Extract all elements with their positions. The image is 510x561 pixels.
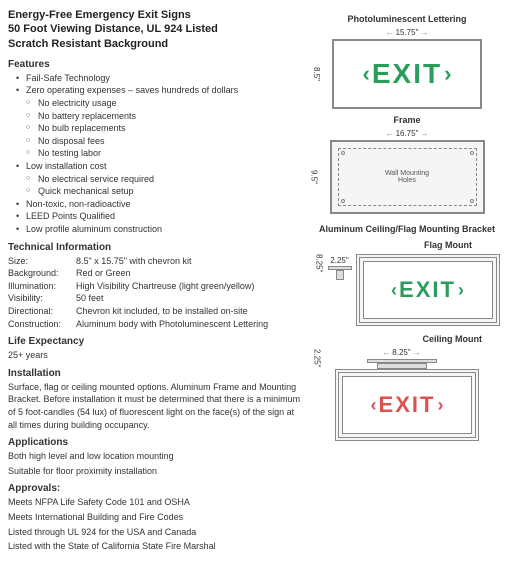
flag-bracket-icon: 2.25" xyxy=(328,256,352,280)
feature-item: Fail-Safe Technology xyxy=(16,72,304,85)
chevron-left-icon: ‹ xyxy=(363,61,370,87)
tech-label: Size: xyxy=(8,255,76,268)
apps-heading: Applications xyxy=(8,437,304,448)
diagram3-title: Aluminum Ceiling/Flag Mounting Bracket xyxy=(312,224,502,234)
diagram5-height: 2.25" xyxy=(313,349,322,367)
tech-value: High Visibility Chartreuse (light green/… xyxy=(76,280,254,293)
tech-label: Background: xyxy=(8,267,76,280)
diagram5-width: 8.25" xyxy=(380,348,422,357)
diagram4-title: Flag Mount xyxy=(312,240,472,250)
diagram1-width: 15.75" xyxy=(312,28,502,37)
feature-item: Non-toxic, non-radioactive xyxy=(16,198,304,211)
diagram1-height: 8.5" xyxy=(312,67,321,81)
features-list: Low installation cost xyxy=(8,160,304,173)
sub-item: No disposal fees xyxy=(26,135,304,148)
feature-item: LEED Points Qualified xyxy=(16,210,304,223)
life-text: 25+ years xyxy=(8,349,304,362)
tech-value: Chevron kit included, to be installed on… xyxy=(76,305,248,318)
diagram5-title: Ceiling Mount xyxy=(312,334,482,344)
apps-text: Both high level and low location mountin… xyxy=(8,450,304,463)
diagram1-title: Photoluminescent Lettering xyxy=(312,14,502,24)
features-list: Fail-Safe Technology Zero operating expe… xyxy=(8,72,304,97)
sub-item: No battery replacements xyxy=(26,110,304,123)
main-title: Energy-Free Emergency Exit Signs 50 Foot… xyxy=(8,8,304,51)
mounting-hole-icon xyxy=(341,151,345,155)
title-line1: Energy-Free Emergency Exit Signs xyxy=(8,8,304,22)
diagram4-width: 2.25" xyxy=(330,256,348,265)
chevron-left-icon: ‹ xyxy=(371,395,377,416)
tech-label: Visibility: xyxy=(8,292,76,305)
sub-item: No electrical service required xyxy=(26,173,304,186)
sub-item: No electricity usage xyxy=(26,97,304,110)
frame-inner: Wall Mounting Holes xyxy=(338,148,477,206)
exit-text: EXIT xyxy=(399,277,456,303)
diagram4: 8.25" 2.25" ‹ EXIT › xyxy=(312,254,502,326)
life-heading: Life Expectancy xyxy=(8,336,304,347)
sub-item: No bulb replacements xyxy=(26,122,304,135)
diagram1: 8.5" ‹ EXIT › xyxy=(332,39,482,109)
tech-value: Red or Green xyxy=(76,267,131,280)
approval-item: Meets NFPA Life Safety Code 101 and OSHA xyxy=(8,496,304,509)
flag-exit-illustration: ‹ EXIT › xyxy=(356,254,500,326)
approval-item: Listed through UL 924 for the USA and Ca… xyxy=(8,526,304,539)
tech-value: Aluminum body with Photoluminescent Lett… xyxy=(76,318,268,331)
chevron-left-icon: ‹ xyxy=(391,280,397,301)
tech-value: 8.5" x 15.75" with chevron kit xyxy=(76,255,191,268)
features-sub1: No electricity usage No battery replacem… xyxy=(8,97,304,160)
title-line3: Scratch Resistant Background xyxy=(8,37,304,51)
sub-item: No testing labor xyxy=(26,147,304,160)
tech-heading: Technical Information xyxy=(8,242,304,253)
features-sub2: No electrical service required Quick mec… xyxy=(8,173,304,198)
chevron-right-icon: › xyxy=(437,395,443,416)
diagram2-title: Frame xyxy=(312,115,502,125)
tech-label: Directional: xyxy=(8,305,76,318)
features-list: Non-toxic, non-radioactive LEED Points Q… xyxy=(8,198,304,236)
frame-illustration: Wall Mounting Holes xyxy=(330,140,485,214)
approval-item: Meets International Building and Fire Co… xyxy=(8,511,304,524)
right-column: Photoluminescent Lettering 15.75" 8.5" ‹… xyxy=(312,8,502,553)
diagram2-height: 9.5" xyxy=(310,170,319,184)
diagram5: 2.25" 8.25" ‹ EXIT › xyxy=(312,348,502,441)
tech-label: Illumination: xyxy=(8,280,76,293)
approval-item: Listed with the State of California Stat… xyxy=(8,540,304,553)
mounting-hole-icon xyxy=(341,199,345,203)
install-heading: Installation xyxy=(8,368,304,379)
install-text: Surface, flag or ceiling mounted options… xyxy=(8,381,304,431)
frame-label: Wall Mounting Holes xyxy=(385,170,429,184)
exit-text: EXIT xyxy=(379,392,436,418)
chevron-right-icon: › xyxy=(458,280,464,301)
sub-item: Quick mechanical setup xyxy=(26,185,304,198)
tech-label: Construction: xyxy=(8,318,76,331)
title-line2: 50 Foot Viewing Distance, UL 924 Listed xyxy=(8,22,304,36)
diagram2-width: 16.75" xyxy=(312,129,502,138)
ceiling-exit-illustration: ‹ EXIT › xyxy=(335,369,479,441)
tech-value: 50 feet xyxy=(76,292,104,305)
diagram2: 9.5" Wall Mounting Holes xyxy=(330,140,485,214)
approvals-heading: Approvals: xyxy=(8,483,304,494)
exit-text: EXIT xyxy=(372,58,442,90)
exit-sign-illustration: ‹ EXIT › xyxy=(332,39,482,109)
mounting-hole-icon xyxy=(470,151,474,155)
feature-item: Zero operating expenses – saves hundreds… xyxy=(16,84,304,97)
apps-text: Suitable for floor proximity installatio… xyxy=(8,465,304,478)
chevron-right-icon: › xyxy=(444,61,451,87)
feature-item: Low profile aluminum construction xyxy=(16,223,304,236)
mounting-hole-icon xyxy=(470,199,474,203)
feature-item: Low installation cost xyxy=(16,160,304,173)
left-column: Energy-Free Emergency Exit Signs 50 Foot… xyxy=(8,8,304,553)
tech-table: Size:8.5" x 15.75" with chevron kit Back… xyxy=(8,255,304,331)
diagram4-height: 8.25" xyxy=(315,254,324,272)
features-heading: Features xyxy=(8,59,304,70)
